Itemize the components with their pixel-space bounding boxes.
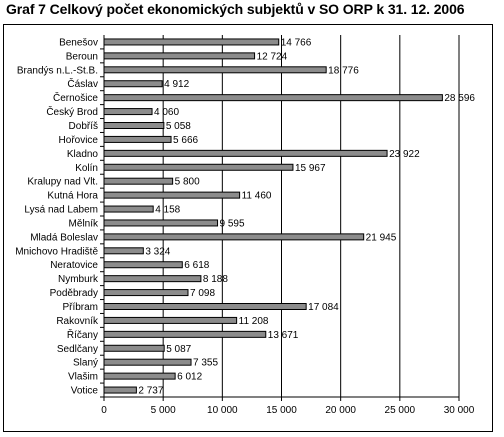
category-label-3: Čáslav [67,77,98,90]
data-label-3: 4 912 [164,79,189,90]
category-label-11: Kutná Hora [47,191,98,202]
category-label-23: Slaný [73,358,98,369]
data-label-9: 15 967 [295,163,326,174]
data-label-11: 11 460 [242,191,272,202]
category-label-20: Rakovník [56,316,99,327]
bar-2 [103,66,327,74]
category-label-19: Příbram [62,302,98,313]
x-tick-label-1: 5 000 [151,405,176,416]
bar-17 [103,275,202,283]
bar-11 [103,191,241,199]
data-label-22: 5 087 [166,344,191,355]
data-label-19: 17 084 [308,302,339,313]
category-label-22: Sedlčany [57,344,98,355]
bar-13 [103,219,219,227]
category-label-0: Benešov [59,37,98,48]
category-label-5: Český Brod [46,105,98,118]
category-label-18: Poděbrady [50,288,98,299]
category-label-12: Lysá nad Labem [24,205,98,216]
data-label-4: 28 596 [444,93,475,104]
bar-14 [103,233,365,241]
bar-25 [103,386,137,394]
data-label-15: 3 324 [145,246,170,257]
bar-15 [103,247,144,255]
bar-9 [103,163,294,171]
bar-12 [103,205,154,213]
bar-3 [103,80,163,88]
x-tick-label-0: 0 [101,405,107,416]
bar-24 [103,372,176,380]
data-label-12: 4 158 [155,205,180,216]
data-label-8: 23 922 [389,149,420,160]
x-tick-label-6: 30 000 [444,405,475,416]
data-label-2: 18 776 [328,65,359,76]
data-label-1: 12 724 [257,51,288,62]
bar-21 [103,330,267,338]
chart-title: Graf 7 Celkový počet ekonomických subjek… [6,1,465,17]
bar-0 [103,38,280,46]
category-label-4: Černošice [53,91,98,104]
data-label-23: 7 355 [193,358,218,369]
category-label-10: Kralupy nad Vlt. [27,177,98,188]
category-label-2: Brandýs n.L.-St.B. [17,65,98,76]
bar-22 [103,344,165,352]
x-tick-label-5: 25 000 [385,405,416,416]
bar-7 [103,135,172,143]
category-label-24: Vlašim [68,372,98,383]
data-label-10: 5 800 [175,177,200,188]
data-label-20: 11 208 [239,316,269,327]
x-tick-label-2: 10 000 [207,405,238,416]
bar-8 [103,149,388,157]
category-label-8: Kladno [67,149,99,160]
bar-20 [103,316,238,324]
category-label-7: Hořovice [59,135,99,146]
bar-6 [103,122,165,129]
data-label-21: 13 671 [268,330,299,341]
data-label-5: 4 060 [154,107,179,118]
bar-19 [103,303,307,310]
bar-4 [103,94,443,102]
category-label-25: Votice [71,386,99,397]
category-label-13: Mělník [69,218,99,229]
category-label-17: Nymburk [58,274,99,285]
category-label-16: Neratovice [50,260,98,271]
category-label-9: Kolín [75,163,98,174]
bar-16 [103,261,183,269]
data-label-16: 6 618 [184,260,209,271]
data-label-18: 7 098 [190,288,215,299]
data-label-0: 14 766 [281,37,312,48]
data-label-25: 2 737 [138,386,163,397]
data-label-24: 6 012 [177,372,202,383]
category-label-6: Dobříš [69,121,98,132]
data-label-6: 5 058 [166,121,191,132]
category-label-15: Mnichovo Hradiště [15,246,98,257]
category-label-14: Mladá Boleslav [30,232,98,243]
x-tick-label-4: 20 000 [325,405,356,416]
bar-23 [103,358,192,366]
data-label-14: 21 945 [366,232,397,243]
category-label-21: Říčany [67,328,98,341]
bar-5 [103,108,153,116]
bar-1 [103,52,256,60]
data-label-17: 8 188 [203,274,228,285]
data-label-7: 5 666 [173,135,198,146]
data-label-13: 9 595 [220,218,245,229]
x-tick-label-3: 15 000 [266,405,297,416]
bar-18 [103,289,189,297]
bar-10 [103,177,174,185]
category-label-1: Beroun [66,51,98,62]
